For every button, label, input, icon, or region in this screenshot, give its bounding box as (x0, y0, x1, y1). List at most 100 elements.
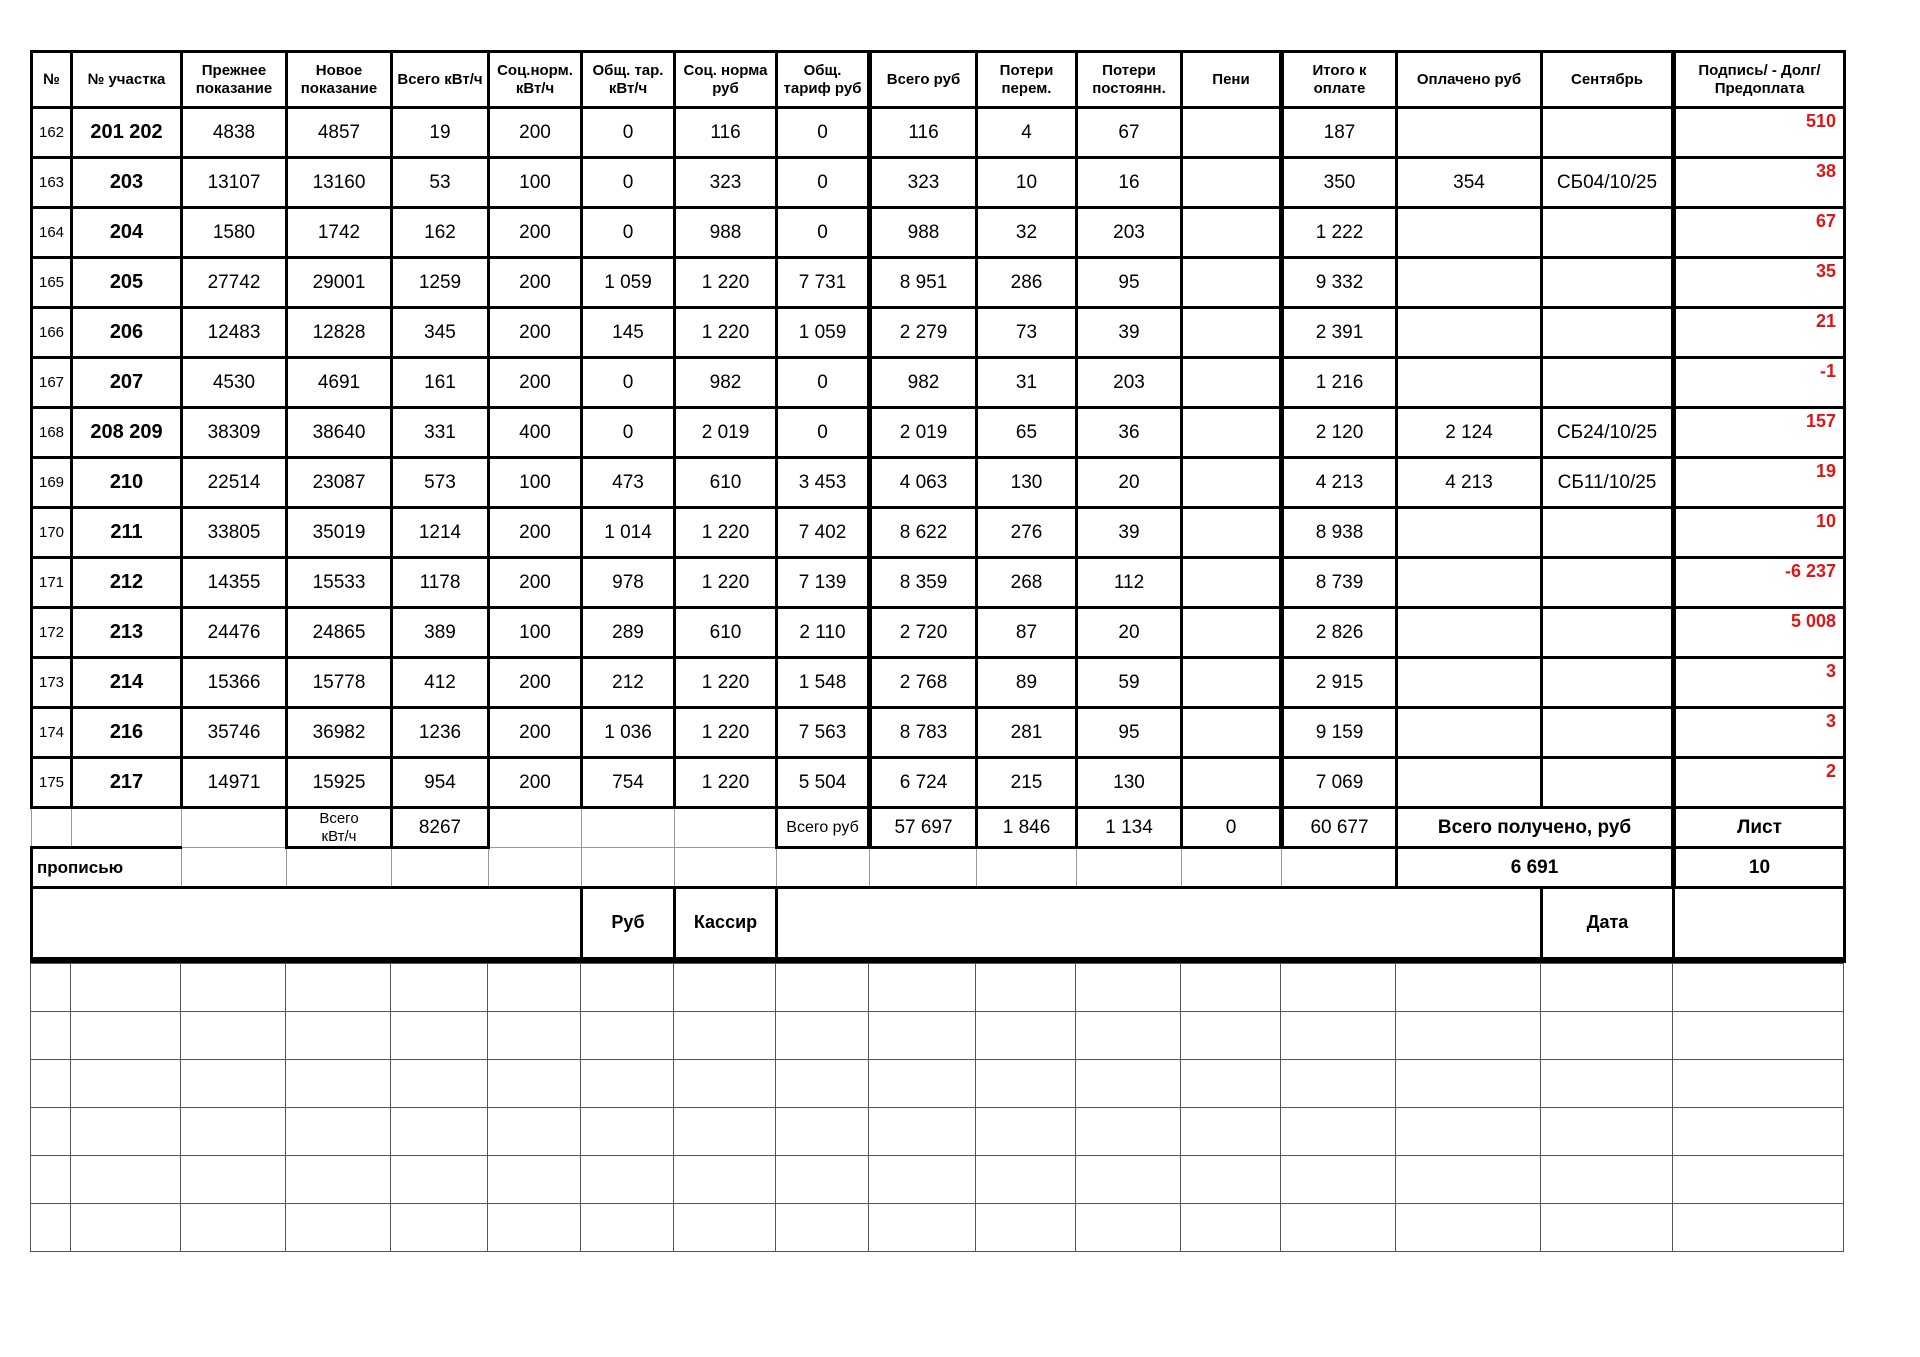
total-kwh: 412 (390, 656, 490, 709)
sheet-number-value: 10 (1671, 846, 1846, 889)
header-general-tariff-kwh: Общ. тар. кВт/ч (580, 50, 676, 109)
empty-grid-cell (673, 1010, 776, 1060)
general-tariff-rub: 2 110 (775, 606, 871, 659)
cashier-empty-cell (1672, 886, 1846, 963)
social-norm-kwh: 100 (487, 156, 583, 209)
general-tariff-kwh: 0 (580, 206, 676, 259)
plot-number: 210 (70, 456, 183, 509)
empty-grid-cell (1280, 1154, 1396, 1204)
social-norm-kwh: 200 (487, 756, 583, 809)
totals-empty-cell (31, 806, 72, 848)
total-rub: 2 279 (867, 306, 978, 359)
debt-prepayment: 35 (1671, 256, 1846, 309)
empty-grid-cell (1672, 1202, 1844, 1252)
general-tariff-rub: 7 731 (775, 256, 871, 309)
debt-prepayment: 3 (1671, 706, 1846, 759)
empty-grid-cell (1280, 1058, 1396, 1108)
empty-grid-cell (1075, 1058, 1181, 1108)
totals-total-due: 60 677 (1279, 806, 1398, 849)
totals-empty-cell (674, 806, 777, 848)
peni (1180, 606, 1283, 659)
social-norm-rub: 1 220 (673, 656, 778, 709)
prev-reading: 35746 (180, 706, 288, 759)
debt-prepayment: 19 (1671, 456, 1846, 509)
total-rub: 2 019 (867, 406, 978, 459)
ledger-table: № № участка Прежнее показание Новое пока… (30, 50, 1846, 1252)
empty-grid-cell (1395, 1202, 1541, 1252)
total-due: 9 159 (1279, 706, 1398, 759)
empty-grid-cell (30, 1202, 71, 1252)
paid-rub (1395, 206, 1543, 259)
social-norm-rub: 1 220 (673, 306, 778, 359)
empty-grid-cell (1180, 1058, 1281, 1108)
empty-grid-cell (70, 1202, 181, 1252)
losses-constant: 36 (1075, 406, 1183, 459)
table-row: 167 207 4530 4691 161 200 0 982 0 982 31 203 1 216 -1 (30, 356, 1846, 409)
social-norm-kwh: 200 (487, 656, 583, 709)
plot-number: 201 202 (70, 106, 183, 159)
losses-constant: 16 (1075, 156, 1183, 209)
total-kwh: 1214 (390, 506, 490, 559)
social-norm-kwh: 400 (487, 406, 583, 459)
written-amount-label: прописью (30, 846, 182, 889)
empty-grid-cell (975, 1106, 1076, 1156)
peni (1180, 556, 1283, 609)
paid-rub (1395, 356, 1543, 409)
paid-rub: 4 213 (1395, 456, 1543, 509)
losses-variable: 10 (975, 156, 1078, 209)
september-payment (1540, 656, 1675, 709)
prev-reading: 15366 (180, 656, 288, 709)
table-row: 174 216 35746 36982 1236 200 1 036 1 220 7 563 8 … (30, 706, 1846, 759)
paid-rub (1395, 106, 1543, 159)
empty-grid-cell (868, 962, 976, 1012)
totals-received-label: Всего получено, руб (1395, 806, 1675, 849)
peni (1180, 406, 1283, 459)
prev-reading: 14355 (180, 556, 288, 609)
general-tariff-rub: 0 (775, 206, 871, 259)
losses-variable: 73 (975, 306, 1078, 359)
header-prev-reading: Прежнее показание (180, 50, 288, 109)
debt-prepayment: 21 (1671, 306, 1846, 359)
paid-rub (1395, 706, 1543, 759)
empty-grid-cell (180, 962, 286, 1012)
cashier-label: Кассир (673, 886, 778, 963)
empty-grid-cell (180, 1154, 286, 1204)
header-losses-constant: Потери постоянн. (1075, 50, 1183, 109)
table-row: 175 217 14971 15925 954 200 754 1 220 5 504 6 724… (30, 756, 1846, 809)
losses-constant: 112 (1075, 556, 1183, 609)
peni (1180, 256, 1283, 309)
empty-grid-cell (868, 1154, 976, 1204)
empty-grid-cell (580, 1154, 674, 1204)
debt-prepayment: 10 (1671, 506, 1846, 559)
empty-grid-cell (285, 962, 391, 1012)
empty-grid-cell (673, 1154, 776, 1204)
september-payment (1540, 756, 1675, 809)
general-tariff-kwh: 1 036 (580, 706, 676, 759)
empty-grid-cell (487, 962, 581, 1012)
total-rub: 4 063 (867, 456, 978, 509)
general-tariff-rub: 7 402 (775, 506, 871, 559)
empty-grid-cell (1395, 1106, 1541, 1156)
empty-grid-cell (775, 1154, 869, 1204)
empty-grid-cell (1540, 1106, 1673, 1156)
total-kwh: 1236 (390, 706, 490, 759)
plot-number: 205 (70, 256, 183, 309)
header-social-norm-kwh: Соц.норм. кВт/ч (487, 50, 583, 109)
empty-grid-cell (1075, 1202, 1181, 1252)
general-tariff-kwh: 212 (580, 656, 676, 709)
plot-number: 206 (70, 306, 183, 359)
paid-rub: 354 (1395, 156, 1543, 209)
empty-grid-cell (487, 1202, 581, 1252)
new-reading: 12828 (285, 306, 393, 359)
empty-grid-cell (1075, 1106, 1181, 1156)
empty-grid-cell (285, 1106, 391, 1156)
social-norm-kwh: 200 (487, 256, 583, 309)
social-norm-rub: 323 (673, 156, 778, 209)
social-norm-rub: 988 (673, 206, 778, 259)
empty-grid-cell (975, 962, 1076, 1012)
losses-variable: 32 (975, 206, 1078, 259)
general-tariff-rub: 1 059 (775, 306, 871, 359)
new-reading: 35019 (285, 506, 393, 559)
empty-grid-cell (1075, 962, 1181, 1012)
